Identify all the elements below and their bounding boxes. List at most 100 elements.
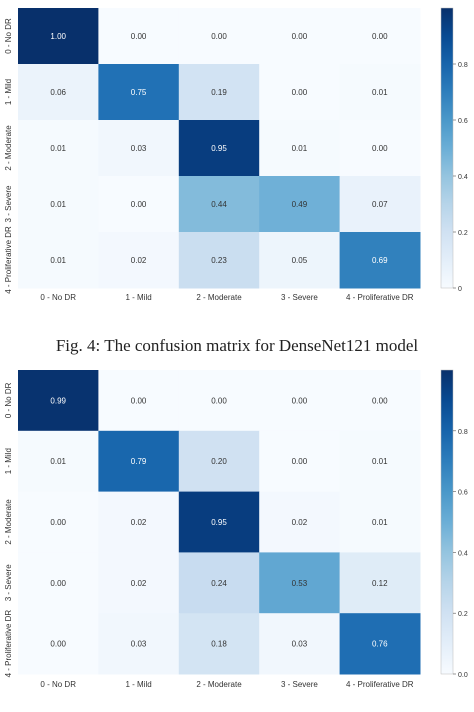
chart1-cell-label-r0-c2: 0.00 bbox=[211, 32, 227, 41]
chart2-y-tick-label: 2 - Moderate bbox=[4, 499, 13, 545]
chart1-cell-label-r1-c1: 0.75 bbox=[131, 88, 147, 97]
chart2-cell-label-r4-c0: 0.00 bbox=[50, 640, 66, 649]
chart1-colorbar-tick-label: 0.2 bbox=[458, 230, 468, 237]
chart1-cell-r3-c2 bbox=[178, 176, 260, 233]
chart1-x-tick-label: 1 - Mild bbox=[125, 293, 151, 302]
chart2-cell-label-r3-c1: 0.02 bbox=[131, 579, 147, 588]
chart2-cell-label-r2-c1: 0.02 bbox=[131, 518, 147, 527]
chart1-cell-r1-c1 bbox=[98, 64, 180, 121]
chart2-cell-r2-c0 bbox=[18, 491, 99, 553]
chart2-cell-r4-c2 bbox=[178, 613, 260, 675]
chart1-colorbar-tick-label: 0.8 bbox=[458, 62, 468, 69]
chart1-cell-r2-c4 bbox=[339, 120, 421, 177]
chart1-cell-r1-c0 bbox=[18, 64, 99, 121]
chart2-cell-label-r3-c3: 0.53 bbox=[292, 579, 308, 588]
chart2-x-tick-label: 4 - Proliferative DR bbox=[346, 680, 414, 689]
chart2-cell-r1-c2 bbox=[178, 430, 260, 493]
chart2-x-tick-label: 3 - Severe bbox=[281, 680, 318, 689]
chart2-cell-r3-c3 bbox=[259, 552, 341, 614]
chart2-cell-label-r2-c4: 0.01 bbox=[372, 518, 388, 527]
chart1-cell-label-r2-c2: 0.95 bbox=[211, 144, 227, 153]
chart2-y-tick-label: 4 - Proliferative DR bbox=[4, 610, 13, 678]
chart1-cell-label-r3-c1: 0.00 bbox=[131, 200, 147, 209]
chart2-cell-r0-c2 bbox=[178, 370, 260, 432]
chart2-cell-label-r1-c4: 0.01 bbox=[372, 457, 388, 466]
chart2-cell-r0-c1 bbox=[98, 370, 180, 432]
chart2-cell-r2-c1 bbox=[98, 491, 180, 553]
chart2-cell-label-r0-c2: 0.00 bbox=[211, 396, 227, 405]
chart2-cell-r4-c4 bbox=[339, 613, 421, 675]
chart2-cell-label-r4-c2: 0.18 bbox=[211, 640, 227, 649]
chart2-x-tick-label: 0 - No DR bbox=[40, 680, 76, 689]
chart1-cell-r0-c0 bbox=[18, 8, 99, 65]
chart1-cell-label-r4-c4: 0.69 bbox=[372, 256, 388, 265]
chart1-cell-label-r3-c0: 0.01 bbox=[50, 200, 66, 209]
chart1-cell-label-r3-c4: 0.07 bbox=[372, 200, 388, 209]
chart1-colorbar bbox=[440, 7, 454, 289]
chart2-colorbar-tick-label: 0.0 bbox=[458, 672, 468, 679]
chart2-cell-r1-c4 bbox=[339, 430, 421, 493]
chart2-cell-r3-c0 bbox=[18, 552, 99, 614]
chart1-y-tick-label: 4 - Proliferative DR bbox=[4, 226, 13, 294]
chart1-cell-label-r1-c2: 0.19 bbox=[211, 88, 227, 97]
chart1-colorbar-tick-label: 0.6 bbox=[458, 118, 468, 125]
chart2-cell-r3-c2 bbox=[178, 552, 260, 614]
chart2-cell-label-r4-c1: 0.03 bbox=[131, 640, 147, 649]
chart2-cell-r2-c3 bbox=[259, 491, 341, 553]
chart2-colorbar-tick-label: 0.2 bbox=[458, 611, 468, 618]
figure-caption: Fig. 4: The confusion matrix for DenseNe… bbox=[55, 336, 419, 355]
chart1-cell-label-r2-c0: 0.01 bbox=[50, 144, 66, 153]
chart2-y-tick-label: 1 - Mild bbox=[4, 448, 13, 474]
chart2-cell-label-r0-c1: 0.00 bbox=[131, 396, 147, 405]
chart2-cell-label-r4-c3: 0.03 bbox=[292, 640, 308, 649]
chart1-cell-r3-c0 bbox=[18, 176, 99, 233]
chart1-y-tick-label: 2 - Moderate bbox=[4, 125, 13, 171]
chart2-cell-r0-c4 bbox=[339, 370, 421, 432]
chart2-cell-label-r4-c4: 0.76 bbox=[372, 640, 388, 649]
chart2-colorbar bbox=[440, 369, 454, 675]
chart1-cell-label-r2-c3: 0.01 bbox=[292, 144, 308, 153]
chart1-cell-label-r4-c0: 0.01 bbox=[50, 256, 66, 265]
chart2-cell-label-r3-c2: 0.24 bbox=[211, 579, 227, 588]
chart2-cell-label-r0-c3: 0.00 bbox=[292, 396, 308, 405]
chart2-cell-label-r1-c1: 0.79 bbox=[131, 457, 147, 466]
chart1-cell-label-r1-c4: 0.01 bbox=[372, 88, 388, 97]
chart1-cell-label-r2-c4: 0.00 bbox=[372, 144, 388, 153]
chart2-y-tick-label: 3 - Severe bbox=[4, 564, 13, 601]
chart2-x-tick-label: 1 - Mild bbox=[125, 680, 151, 689]
chart1-cell-r0-c3 bbox=[259, 8, 341, 65]
chart1-cell-r2-c3 bbox=[259, 120, 341, 177]
chart1-cell-r3-c3 bbox=[259, 176, 341, 233]
chart1-x-tick-label: 4 - Proliferative DR bbox=[346, 293, 414, 302]
chart2-cell-r2-c2 bbox=[178, 491, 260, 553]
chart2-cell-label-r2-c2: 0.95 bbox=[211, 518, 227, 527]
chart1-x-tick-label: 3 - Severe bbox=[281, 293, 318, 302]
chart2-x-tick-label: 2 - Moderate bbox=[196, 680, 242, 689]
chart2-cell-r1-c1 bbox=[98, 430, 180, 493]
chart1-cell-r2-c0 bbox=[18, 120, 99, 177]
chart1-cell-label-r3-c2: 0.44 bbox=[211, 200, 227, 209]
chart1-cell-r4-c1 bbox=[98, 232, 180, 289]
chart1-cell-label-r4-c1: 0.02 bbox=[131, 256, 147, 265]
chart1-cell-label-r3-c3: 0.49 bbox=[292, 200, 308, 209]
chart2-cell-label-r1-c0: 0.01 bbox=[50, 457, 66, 466]
chart2-cell-label-r1-c2: 0.20 bbox=[211, 457, 227, 466]
chart1-cell-r4-c0 bbox=[18, 232, 99, 289]
chart2-cell-label-r0-c4: 0.00 bbox=[372, 396, 388, 405]
chart2-cell-label-r2-c0: 0.00 bbox=[50, 518, 66, 527]
chart1-x-tick-label: 2 - Moderate bbox=[196, 293, 242, 302]
chart2-cell-label-r0-c0: 0.99 bbox=[50, 396, 66, 405]
chart1-cell-r4-c2 bbox=[178, 232, 260, 289]
chart2-cell-r0-c3 bbox=[259, 370, 341, 432]
chart1-cell-r2-c1 bbox=[98, 120, 180, 177]
chart2-cell-r3-c4 bbox=[339, 552, 421, 614]
chart1-cell-r4-c4 bbox=[339, 232, 421, 289]
chart2-cell-r4-c3 bbox=[259, 613, 341, 675]
chart2-colorbar-tick-label: 0.4 bbox=[458, 550, 468, 557]
chart2-cell-r2-c4 bbox=[339, 491, 421, 553]
chart1-cell-label-r1-c3: 0.00 bbox=[292, 88, 308, 97]
chart1-y-tick-label: 0 - No DR bbox=[4, 18, 13, 54]
chart1-x-tick-label: 0 - No DR bbox=[40, 293, 76, 302]
chart2-cell-r4-c1 bbox=[98, 613, 180, 675]
